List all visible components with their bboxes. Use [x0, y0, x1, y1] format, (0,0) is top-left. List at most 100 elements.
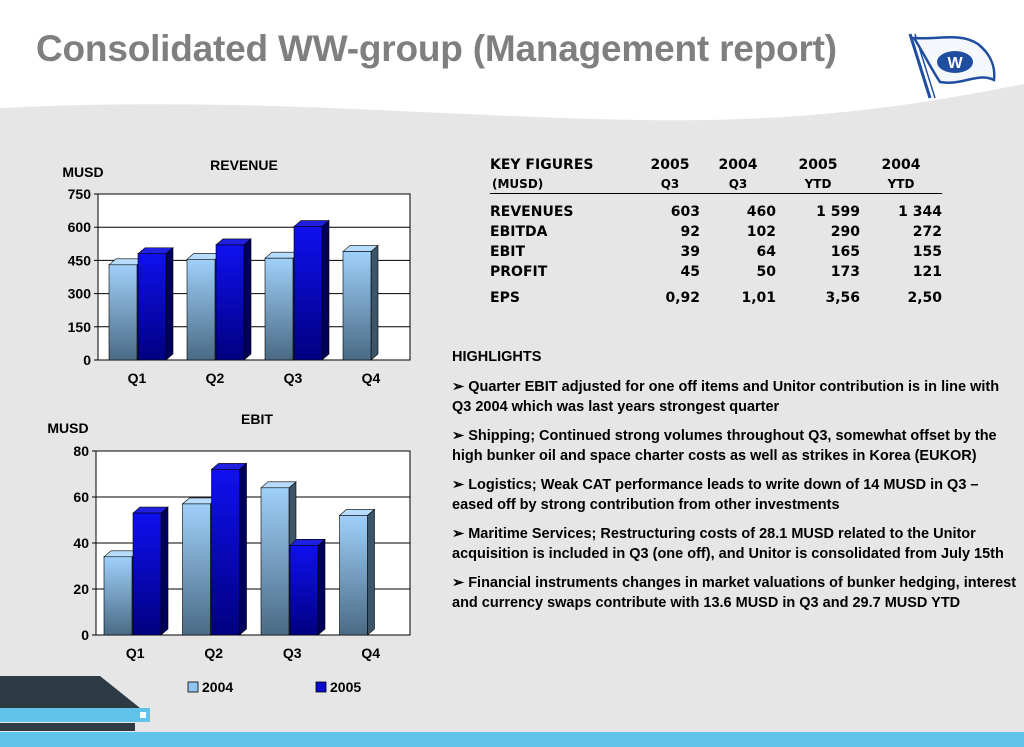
- table-cell: 2,50: [907, 290, 942, 306]
- table-row: EBITDA 92 102 290 272: [490, 222, 942, 242]
- legend-swatch: [315, 681, 327, 693]
- highlight-item: ➢ Shipping; Continued strong volumes thr…: [452, 426, 1018, 466]
- legend-label: 2004: [202, 679, 233, 695]
- bar-side: [367, 508, 375, 636]
- x-tick-label: Q1: [126, 645, 145, 661]
- table-cell: 165: [830, 244, 860, 260]
- y-axis-label: MUSD: [47, 420, 88, 436]
- y-tick-label: 750: [68, 186, 92, 202]
- bar-2005-Q1: [132, 512, 162, 636]
- subheader-cell: YTD: [776, 175, 860, 194]
- revenue-chart: REVENUE MUSD 0 150 300 450 600 750 Q1 Q2 Q3 Q4: [40, 150, 440, 395]
- y-tick-label: 300: [68, 286, 92, 302]
- y-axis-label: MUSD: [62, 164, 103, 180]
- subheader-cell: YTD: [860, 175, 942, 194]
- chart-title: REVENUE: [210, 157, 278, 173]
- bar-2004-Q1: [108, 264, 138, 361]
- x-tick-label: Q3: [284, 370, 303, 386]
- table-row: REVENUES 603 460 1 599 1 344: [490, 202, 942, 222]
- x-tick-label: Q3: [283, 645, 302, 661]
- highlight-item: ➢ Quarter EBIT adjusted for one off item…: [452, 377, 1018, 417]
- y-tick-label: 600: [68, 219, 92, 235]
- highlight-text: Financial instruments changes in market …: [452, 575, 1017, 611]
- bar-2004-Q4: [342, 251, 372, 361]
- bar-side: [321, 219, 330, 361]
- highlights-section: HIGHLIGHTS ➢ Quarter EBIT adjusted for o…: [452, 347, 1018, 622]
- table-cell: 603: [670, 204, 700, 220]
- bar-side: [160, 506, 169, 636]
- table-cell: 64: [756, 244, 776, 260]
- chart-title: EBIT: [241, 411, 273, 427]
- bullet-arrow-icon: ➢: [452, 428, 465, 444]
- table-cell: 39: [680, 244, 700, 260]
- x-tick-label: Q2: [204, 645, 223, 661]
- bar-side: [243, 238, 252, 361]
- row-label: EPS: [490, 290, 520, 306]
- table-cell: 121: [912, 264, 942, 280]
- y-tick-label: 450: [68, 252, 92, 268]
- ebit-chart: EBIT MUSD 0 20 40 60 80 Q1 Q2 Q3 Q4 2004 2005: [30, 405, 440, 700]
- highlight-text: Maritime Services; Restructuring costs o…: [452, 526, 1004, 562]
- bar-2004-Q3: [260, 487, 290, 636]
- table-cell: 173: [830, 264, 860, 280]
- x-tick-label: Q4: [362, 370, 381, 386]
- bar-2004-Q3: [264, 257, 294, 361]
- row-label: REVENUES: [490, 204, 574, 220]
- highlight-text: Quarter EBIT adjusted for one off items …: [452, 379, 1000, 415]
- table-cell: 45: [680, 264, 700, 280]
- row-label: EBIT: [490, 244, 525, 260]
- bar-2005-Q3: [293, 226, 323, 361]
- logo-letter: W: [947, 55, 963, 72]
- x-tick-label: Q4: [361, 645, 380, 661]
- highlight-item: ➢ Maritime Services; Restructuring costs…: [452, 524, 1018, 564]
- highlight-item: ➢ Logistics; Weak CAT performance leads …: [452, 475, 1018, 515]
- bar-side: [370, 244, 379, 361]
- x-tick-label: Q2: [206, 370, 225, 386]
- bottom-stripe-decoration: [0, 676, 1024, 747]
- y-tick-label: 0: [81, 627, 89, 643]
- bullet-arrow-icon: ➢: [452, 379, 465, 395]
- y-tick-label: 40: [73, 535, 89, 551]
- table-cell: 460: [746, 204, 776, 220]
- header-cell: 2005: [798, 157, 838, 173]
- y-tick-label: 150: [68, 319, 92, 335]
- bullet-arrow-icon: ➢: [452, 575, 465, 591]
- row-label: PROFIT: [490, 264, 548, 280]
- key-figures-subheader-row: (MUSD) Q3 Q3 YTD YTD: [490, 175, 942, 194]
- bar-2005-Q1: [137, 253, 167, 361]
- table-cell: 0,92: [665, 290, 700, 306]
- highlights-heading: HIGHLIGHTS: [452, 349, 542, 365]
- page-title: Consolidated WW-group (Management report…: [36, 28, 837, 69]
- bar-2004-Q2: [182, 503, 211, 636]
- highlight-text: Shipping; Continued strong volumes throu…: [452, 428, 997, 464]
- table-cell: 102: [746, 224, 776, 240]
- bullet-arrow-icon: ➢: [452, 526, 465, 542]
- subheader-cell: Q3: [640, 175, 700, 194]
- eps-row: EPS 0,92 1,01 3,56 2,50: [490, 282, 942, 308]
- table-cell: 1 599: [816, 204, 860, 220]
- header-cell: 2004: [718, 157, 758, 173]
- bar-2004-Q4: [339, 515, 368, 636]
- bar-side: [239, 462, 247, 636]
- bar-2005-Q3: [289, 545, 319, 636]
- y-tick-label: 80: [73, 443, 89, 459]
- bar-2005-Q2: [211, 469, 240, 636]
- bar-side: [317, 538, 326, 636]
- header-cell: KEY FIGURES: [490, 157, 594, 173]
- key-figures-header-row: KEY FIGURES 2005 2004 2005 2004: [490, 155, 942, 175]
- table-cell: 1 344: [898, 204, 942, 220]
- highlight-item: ➢ Financial instruments changes in marke…: [452, 573, 1018, 613]
- x-tick-label: Q1: [128, 370, 147, 386]
- ww-flag-logo-icon: W: [908, 33, 996, 99]
- bullet-arrow-icon: ➢: [452, 477, 465, 493]
- table-row: PROFIT 45 50 173 121: [490, 262, 942, 282]
- subheader-cell: (MUSD): [490, 175, 640, 194]
- y-tick-label: 0: [83, 352, 91, 368]
- y-tick-label: 20: [73, 581, 89, 597]
- table-row: EBIT 39 64 165 155: [490, 242, 942, 262]
- header-cell: 2005: [650, 157, 690, 173]
- table-cell: 290: [830, 224, 860, 240]
- subheader-cell: Q3: [700, 175, 776, 194]
- bar-2004-Q1: [103, 556, 133, 636]
- key-figures-table: KEY FIGURES 2005 2004 2005 2004 (MUSD) Q…: [490, 155, 942, 308]
